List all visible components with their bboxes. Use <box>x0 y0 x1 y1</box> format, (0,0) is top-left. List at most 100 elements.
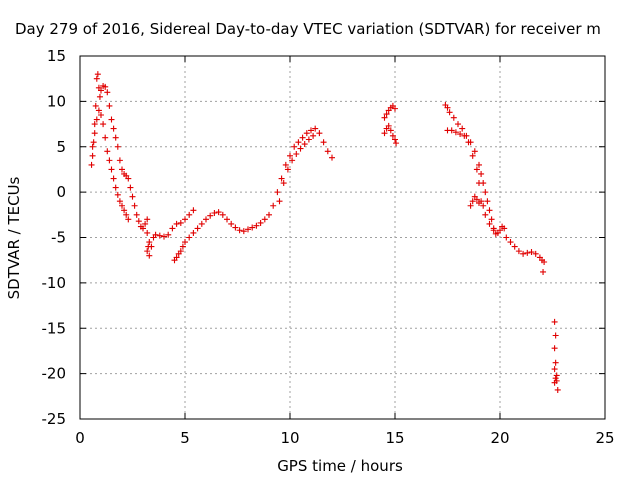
y-tick-label: 0 <box>56 183 66 201</box>
data-point <box>224 216 230 223</box>
data-point <box>114 191 121 198</box>
data-point <box>179 243 186 250</box>
axis-ticks <box>79 55 606 420</box>
data-point <box>114 143 121 150</box>
data-point <box>173 220 180 227</box>
data-point <box>515 248 522 255</box>
data-point <box>446 109 453 116</box>
data-point <box>312 125 319 132</box>
y-tick-label: -10 <box>42 274 67 292</box>
data-point <box>541 259 548 266</box>
data-point <box>503 234 510 241</box>
data-point <box>329 154 335 161</box>
data-point <box>194 225 201 232</box>
data-point <box>552 375 559 382</box>
data-point <box>127 184 134 191</box>
data-point <box>287 152 293 159</box>
data-point <box>385 122 392 129</box>
data-point <box>551 366 558 373</box>
data-point <box>121 207 128 214</box>
x-tick-label: 15 <box>385 429 404 447</box>
data-point <box>289 157 296 164</box>
data-point <box>278 175 285 182</box>
data-point <box>310 132 317 139</box>
y-tick-label: -5 <box>51 229 66 247</box>
data-point <box>473 196 480 203</box>
data-point <box>104 89 111 96</box>
data-point <box>293 151 300 158</box>
data-point <box>94 71 101 78</box>
data-point <box>125 216 132 223</box>
data-point <box>92 102 99 109</box>
data-point <box>461 132 468 139</box>
data-point <box>169 225 176 232</box>
data-point <box>89 143 96 150</box>
data-points <box>88 71 561 393</box>
data-point <box>91 121 98 128</box>
data-point <box>276 198 283 205</box>
data-point <box>125 175 132 182</box>
data-point <box>116 157 123 164</box>
data-point <box>295 139 302 146</box>
data-point <box>303 130 310 137</box>
y-tick-label: 15 <box>47 47 66 65</box>
data-point <box>104 148 111 155</box>
data-point <box>316 130 323 137</box>
data-point <box>186 234 193 241</box>
data-point <box>165 231 172 238</box>
data-point <box>228 220 235 227</box>
data-point <box>266 211 272 218</box>
data-point <box>190 229 197 236</box>
data-point <box>324 148 331 155</box>
data-point <box>108 166 115 173</box>
data-point <box>497 227 503 234</box>
data-point <box>93 116 100 123</box>
data-point <box>161 233 167 240</box>
data-point <box>93 75 100 82</box>
data-point <box>236 227 243 234</box>
data-point <box>88 161 95 168</box>
data-point <box>532 250 539 257</box>
data-point <box>551 345 558 352</box>
data-point <box>553 372 560 379</box>
data-point <box>257 219 264 226</box>
data-point <box>142 220 149 227</box>
x-tick-label: 10 <box>280 429 299 447</box>
data-point <box>452 129 459 136</box>
x-tick-label: 0 <box>75 429 85 447</box>
data-point <box>457 131 464 138</box>
data-point <box>455 121 461 128</box>
data-point <box>240 228 247 235</box>
data-point <box>444 104 451 111</box>
data-point <box>253 222 260 229</box>
data-point <box>490 227 497 234</box>
data-point <box>98 111 104 118</box>
data-point <box>116 198 123 205</box>
data-point <box>381 130 388 137</box>
y-tick-label: 10 <box>47 92 66 110</box>
data-point <box>198 220 205 227</box>
data-point <box>112 134 119 141</box>
data-point <box>482 189 489 196</box>
data-point <box>480 202 487 209</box>
data-point <box>554 386 561 393</box>
data-point <box>482 211 489 218</box>
data-point <box>476 180 482 187</box>
data-point <box>249 224 256 231</box>
data-point <box>473 166 480 173</box>
data-point <box>232 224 239 231</box>
data-point <box>207 212 214 219</box>
data-point <box>284 166 291 173</box>
data-point <box>152 231 159 238</box>
data-point <box>270 202 277 209</box>
data-point <box>478 198 485 205</box>
data-point <box>297 145 304 152</box>
data-point <box>91 130 98 137</box>
data-point <box>291 143 298 150</box>
data-point <box>110 125 117 132</box>
data-point <box>95 107 102 114</box>
data-point <box>282 161 289 168</box>
data-point <box>469 152 476 159</box>
data-point <box>144 216 151 223</box>
data-point <box>98 87 104 94</box>
